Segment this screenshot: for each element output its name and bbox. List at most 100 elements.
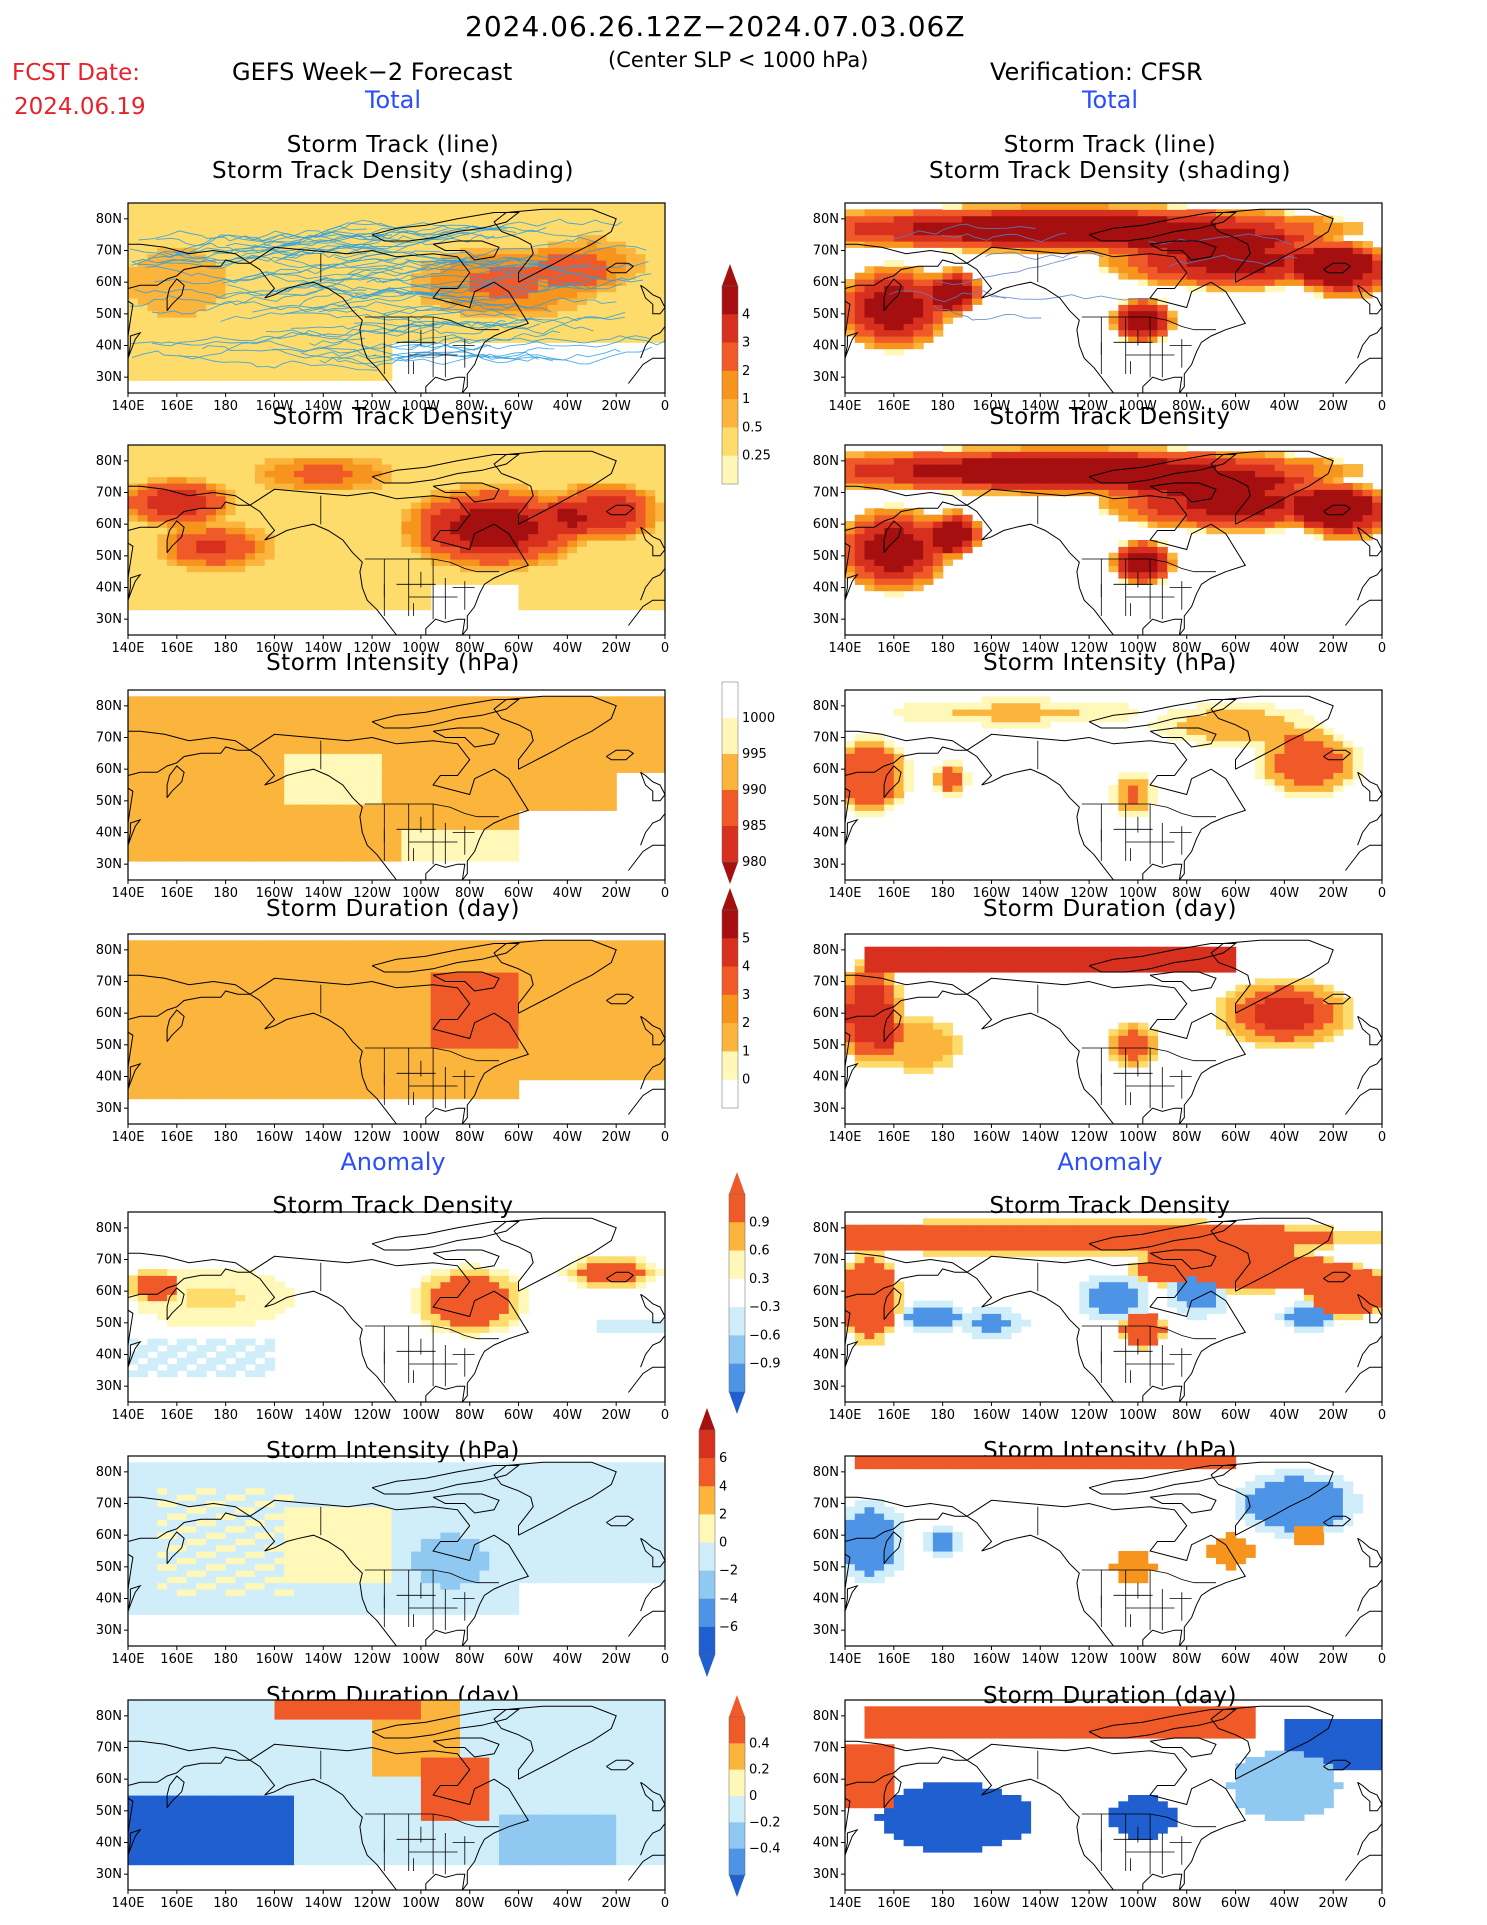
lon-tick-label: 140W bbox=[1021, 641, 1059, 656]
lat-tick-label: 50N bbox=[96, 794, 122, 809]
lon-tick-label: 120W bbox=[353, 641, 391, 656]
lon-tick-label: 0 bbox=[1378, 1130, 1386, 1145]
lon-tick-label: 40W bbox=[553, 1896, 583, 1911]
lat-tick-label: 70N bbox=[813, 731, 839, 746]
lat-tick-label: 30N bbox=[96, 1623, 122, 1638]
lat-tick-label: 50N bbox=[813, 1038, 839, 1053]
lon-tick-label: 40W bbox=[553, 886, 583, 901]
colorbar-intensity-total: 1000 995 990 985 980 bbox=[720, 660, 790, 884]
lon-tick-label: 40W bbox=[1270, 641, 1300, 656]
lon-tick-label: 120W bbox=[1070, 1652, 1108, 1667]
title-duration-right: Storm Duration (day) bbox=[983, 896, 1237, 922]
lon-tick-label: 160E bbox=[877, 399, 910, 414]
lon-tick-label: 140W bbox=[304, 641, 342, 656]
colorbar-label: 980 bbox=[742, 855, 767, 870]
colorbar-label: −2 bbox=[719, 1564, 738, 1579]
lon-tick-label: 20W bbox=[1318, 1130, 1348, 1145]
map-intensity-anomaly-verification: 80N 70N 60N 50N 40N 30N 140E 160E 180 160W 140W 120… bbox=[803, 1452, 1392, 1672]
title-intensity-left: Storm Intensity (hPa) bbox=[266, 650, 520, 676]
lat-tick-label: 60N bbox=[813, 275, 839, 290]
map-track-verification: 80N 70N 60N 50N 40N 30N 140E 160E 180 160W 140W 120… bbox=[803, 199, 1392, 419]
lat-tick-label: 60N bbox=[813, 762, 839, 777]
lon-tick-label: 160E bbox=[877, 1130, 910, 1145]
lon-tick-label: 60W bbox=[504, 1408, 534, 1423]
colorbar-label: −0.3 bbox=[749, 1300, 781, 1315]
lat-tick-label: 50N bbox=[813, 307, 839, 322]
lon-tick-label: 40W bbox=[1270, 1896, 1300, 1911]
lat-tick-label: 50N bbox=[813, 1560, 839, 1575]
lat-tick-label: 70N bbox=[813, 486, 839, 501]
map-frame bbox=[844, 1455, 1383, 1647]
lon-tick-label: 180 bbox=[213, 1130, 238, 1145]
lon-tick-label: 160E bbox=[160, 886, 193, 901]
lat-tick-label: 30N bbox=[96, 370, 122, 385]
title-duration-anom-right: Storm Duration (day) bbox=[983, 1683, 1237, 1709]
lat-tick-label: 30N bbox=[96, 1101, 122, 1116]
lon-tick-label: 140E bbox=[828, 1130, 861, 1145]
lon-tick-label: 60W bbox=[1221, 1652, 1251, 1667]
lon-tick-label: 60W bbox=[1221, 1408, 1251, 1423]
lon-tick-label: 160E bbox=[160, 1896, 193, 1911]
lat-tick-label: 60N bbox=[96, 1284, 122, 1299]
colorbar-label: 0.3 bbox=[749, 1272, 770, 1287]
lon-tick-label: 180 bbox=[930, 1896, 955, 1911]
lon-tick-label: 80W bbox=[1172, 1896, 1202, 1911]
lon-tick-label: 160W bbox=[256, 1408, 294, 1423]
colorbar-label: 0 bbox=[719, 1536, 727, 1551]
lon-tick-label: 40W bbox=[1270, 1408, 1300, 1423]
lon-tick-label: 140E bbox=[111, 886, 144, 901]
lat-tick-label: 70N bbox=[96, 486, 122, 501]
lon-tick-label: 20W bbox=[601, 1896, 631, 1911]
lat-tick-label: 60N bbox=[96, 275, 122, 290]
lon-tick-label: 40W bbox=[1270, 886, 1300, 901]
lon-tick-label: 80W bbox=[455, 641, 485, 656]
coastlines bbox=[845, 450, 1382, 635]
lon-tick-label: 80W bbox=[455, 1896, 485, 1911]
lon-tick-label: 100W bbox=[1119, 399, 1157, 414]
lat-tick-label: 50N bbox=[813, 549, 839, 564]
lat-tick-label: 40N bbox=[813, 1592, 839, 1607]
lat-tick-label: 80N bbox=[813, 454, 839, 469]
lon-tick-label: 0 bbox=[661, 1652, 669, 1667]
map-duration-verification: 80N 70N 60N 50N 40N 30N 140E 160E 180 160W 140W 120… bbox=[803, 930, 1392, 1150]
coastlines bbox=[845, 208, 1382, 393]
colorbar-label: 2 bbox=[742, 364, 750, 379]
colorbar-intensity-anomaly: 6 4 2 0 −2 −4 −6 bbox=[697, 1408, 767, 1677]
lat-tick-label: 40N bbox=[96, 1836, 122, 1851]
lon-tick-label: 0 bbox=[661, 1130, 669, 1145]
lat-tick-label: 50N bbox=[96, 1560, 122, 1575]
coastlines bbox=[128, 1705, 665, 1890]
lon-tick-label: 40W bbox=[1270, 1130, 1300, 1145]
lon-tick-label: 180 bbox=[930, 399, 955, 414]
lon-tick-label: 160E bbox=[877, 886, 910, 901]
lon-tick-label: 0 bbox=[1378, 641, 1386, 656]
shading-field bbox=[128, 1217, 665, 1402]
lat-tick-label: 70N bbox=[813, 975, 839, 990]
map-frame bbox=[844, 202, 1383, 394]
lat-tick-label: 60N bbox=[813, 1772, 839, 1787]
colorbar-label: 4 bbox=[719, 1479, 727, 1494]
lon-tick-label: 160W bbox=[973, 1652, 1011, 1667]
colorbar-label: 6 bbox=[719, 1451, 727, 1466]
title-density-anom-right: Storm Track Density bbox=[989, 1193, 1231, 1219]
map-intensity-forecast: 80N 70N 60N 50N 40N 30N 140E 160E 180 160W 140W 120… bbox=[86, 686, 675, 906]
lon-tick-label: 60W bbox=[1221, 399, 1251, 414]
lon-tick-label: 60W bbox=[504, 886, 534, 901]
fcst-date-label: FCST Date: bbox=[12, 60, 140, 86]
lon-tick-label: 140W bbox=[304, 399, 342, 414]
lat-tick-label: 60N bbox=[813, 1528, 839, 1543]
lat-tick-label: 40N bbox=[96, 826, 122, 841]
lon-tick-label: 40W bbox=[553, 399, 583, 414]
lon-tick-label: 0 bbox=[661, 1408, 669, 1423]
lon-tick-label: 0 bbox=[1378, 886, 1386, 901]
colorbar-segment bbox=[722, 966, 738, 996]
lat-tick-label: 80N bbox=[813, 1465, 839, 1480]
lon-tick-label: 0 bbox=[661, 399, 669, 414]
lat-tick-label: 30N bbox=[96, 1867, 122, 1882]
colorbar-label: −0.9 bbox=[749, 1357, 781, 1372]
colorbar-segment bbox=[722, 1079, 738, 1109]
lon-tick-label: 120W bbox=[353, 1652, 391, 1667]
lat-tick-label: 30N bbox=[813, 1379, 839, 1394]
map-duration-anomaly-verification: 80N 70N 60N 50N 40N 30N 140E 160E 180 160W 140W 120… bbox=[803, 1696, 1392, 1916]
lon-tick-label: 160E bbox=[160, 399, 193, 414]
